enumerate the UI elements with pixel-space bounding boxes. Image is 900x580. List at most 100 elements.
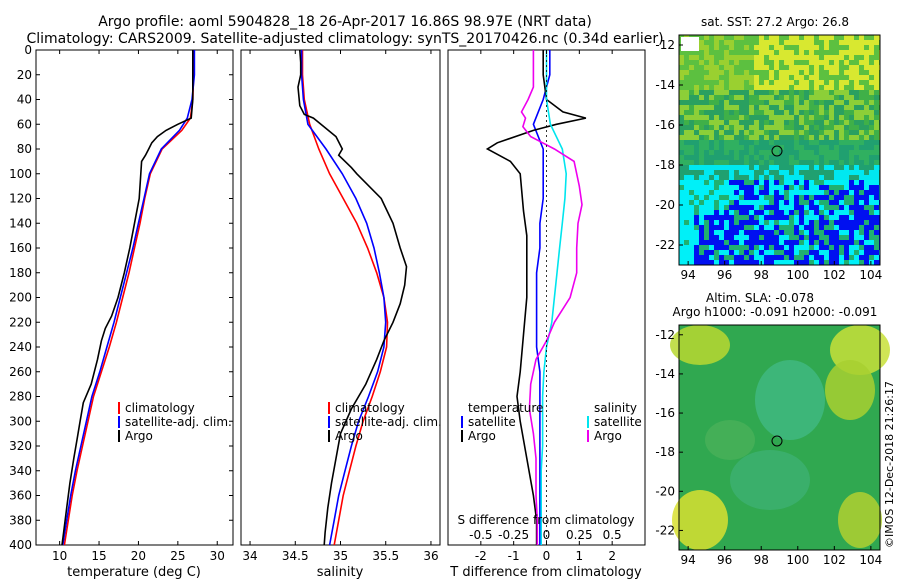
map-lon-tick-label: 102 (823, 268, 846, 282)
salt-x-tick-label: 35.5 (372, 549, 399, 563)
temp-x-tick-label: 25 (170, 549, 185, 563)
salt-series-argo (297, 49, 408, 546)
legend-temp-argo: Argo (125, 429, 153, 443)
depth-tick-label: 260 (9, 365, 32, 379)
map-lon-tick-label: 104 (859, 553, 882, 567)
diff-x-tick-label: 1 (576, 549, 584, 563)
difference-panel: -2 -1 0 1 2 -0.5 -0.25 0 0.25 0.5 T difference fr… (447, 49, 646, 580)
sst-map: 94 96 98 100 102 104 -12 -14 -16 -18 -20 -22 (655, 34, 882, 282)
depth-tick-label: 400 (9, 538, 32, 552)
legend-salt-sat: satellite-adj. clim. (335, 415, 442, 429)
salinity-legend: climatology satellite-adj. clim. Argo (328, 401, 442, 443)
map-lon-tick-label: 94 (680, 553, 695, 567)
map-lat-tick-label: -22 (655, 238, 675, 252)
depth-tick-label: 140 (9, 216, 32, 230)
legend-diff-temp-header: temperature (468, 401, 543, 415)
depth-tick-label: 300 (9, 414, 32, 428)
temperature-xlabel: temperature (deg C) (67, 565, 201, 580)
depth-tick-label: 240 (9, 340, 32, 354)
legend-diff-s-argo: Argo (594, 429, 622, 443)
depth-tick-label: 320 (9, 439, 32, 453)
diff-series-s-argo (520, 50, 583, 545)
depth-tick-label: 40 (17, 93, 32, 107)
temp-series-satellite-adj-clim- (62, 50, 196, 546)
legend-diff-t-sat: satellite (468, 415, 516, 429)
map-lon-tick-label: 104 (859, 268, 882, 282)
sst-argo-marker (771, 145, 783, 157)
map-lon-tick-label: 96 (717, 268, 732, 282)
depth-tick-label: 380 (9, 513, 32, 527)
legend-diff-salt-header: salinity (594, 401, 637, 415)
depth-tick-label: 20 (17, 68, 32, 82)
depth-tick-label: 80 (17, 142, 32, 156)
map-lat-tick-label: -20 (655, 484, 675, 498)
legend-temp-clim: climatology (125, 401, 195, 415)
map-lat-tick-label: -16 (655, 118, 675, 132)
legend-salt-argo: Argo (335, 429, 363, 443)
diff-x-tick-label: 2 (608, 549, 616, 563)
map-lon-tick-label: 98 (754, 268, 769, 282)
difference-xlabel-top: S difference from climatology (458, 513, 635, 527)
map-lat-tick-label: -18 (655, 158, 675, 172)
map-lon-tick-label: 96 (717, 553, 732, 567)
salt-x-tick-label: 35 (333, 549, 348, 563)
legend-temp-sat: satellite-adj. clim. (125, 415, 232, 429)
salinity-panel: 34 34.5 35 35.5 36 salinity (240, 49, 441, 580)
diff-series-s-satellite (540, 50, 568, 545)
map-lat-tick-label: -14 (655, 78, 675, 92)
diff-series-t-satellite (532, 50, 551, 545)
sla-map: 94 96 98 100 102 104 -12 -14 -16 -18 -20 -22 (655, 324, 890, 567)
depth-tick-label: 340 (9, 464, 32, 478)
map-lat-tick-label: -14 (655, 367, 675, 381)
difference-legend: temperature salinity satellite Argo sate… (461, 401, 642, 443)
salt-x-tick-label: 34.5 (282, 549, 309, 563)
depth-tick-label: 180 (9, 266, 32, 280)
map-lon-tick-label: 98 (754, 553, 769, 567)
temp-x-tick-label: 30 (210, 549, 225, 563)
salinity-xlabel: salinity (317, 565, 364, 580)
diff-s-tick-label: -0.25 (498, 528, 529, 542)
legend-diff-s-sat: satellite (594, 415, 642, 429)
map-lon-tick-label: 102 (823, 553, 846, 567)
salt-x-tick-label: 36 (423, 549, 438, 563)
map-lon-tick-label: 100 (786, 553, 809, 567)
diff-s-tick-label: -0.5 (469, 528, 492, 542)
sla-map-title-line1: Altim. SLA: -0.078 (706, 291, 814, 305)
diff-s-tick-label: 0.25 (566, 528, 593, 542)
temp-series-climatology (63, 50, 195, 546)
depth-tick-label: 360 (9, 489, 32, 503)
map-lat-tick-label: -18 (655, 445, 675, 459)
sla-argo-marker (771, 435, 783, 447)
diff-x-tick-label: 0 (543, 549, 551, 563)
diff-x-tick-label: -2 (475, 549, 487, 563)
diff-x-tick-label: -1 (508, 549, 520, 563)
sla-map-title-line2: Argo h1000: -0.091 h2000: -0.091 (673, 305, 878, 319)
diff-series-t-argo (485, 50, 587, 545)
map-lat-tick-label: -12 (655, 38, 675, 52)
temp-x-tick-label: 10 (52, 549, 67, 563)
depth-tick-label: 160 (9, 241, 32, 255)
difference-xlabel: T difference from climatology (449, 565, 642, 580)
legend-diff-t-argo: Argo (468, 429, 496, 443)
temp-x-tick-label: 15 (91, 549, 106, 563)
diff-s-tick-label: 0 (543, 528, 551, 542)
temperature-panel: 0204060801001201401601802002202402602803… (9, 43, 645, 580)
imos-watermark: ©IMOS 12-Dec-2018 21:26:17 (883, 381, 896, 548)
map-lon-tick-label: 94 (680, 268, 695, 282)
temp-x-tick-label: 20 (131, 549, 146, 563)
depth-tick-label: 100 (9, 167, 32, 181)
diff-s-tick-label: 0.5 (603, 528, 622, 542)
depth-tick-label: 120 (9, 192, 32, 206)
depth-tick-label: 220 (9, 315, 32, 329)
figure-title-line2: Climatology: CARS2009. Satellite-adjuste… (26, 31, 663, 47)
depth-tick-label: 60 (17, 117, 32, 131)
map-lat-tick-label: -20 (655, 198, 675, 212)
map-lat-tick-label: -16 (655, 406, 675, 420)
temp-series-argo (61, 50, 194, 546)
depth-tick-label: 200 (9, 291, 32, 305)
salt-x-tick-label: 34 (242, 549, 257, 563)
depth-tick-label: 0 (24, 43, 32, 57)
salt-series-satellite-adj-clim- (300, 50, 387, 546)
map-lat-tick-label: -12 (655, 328, 675, 342)
